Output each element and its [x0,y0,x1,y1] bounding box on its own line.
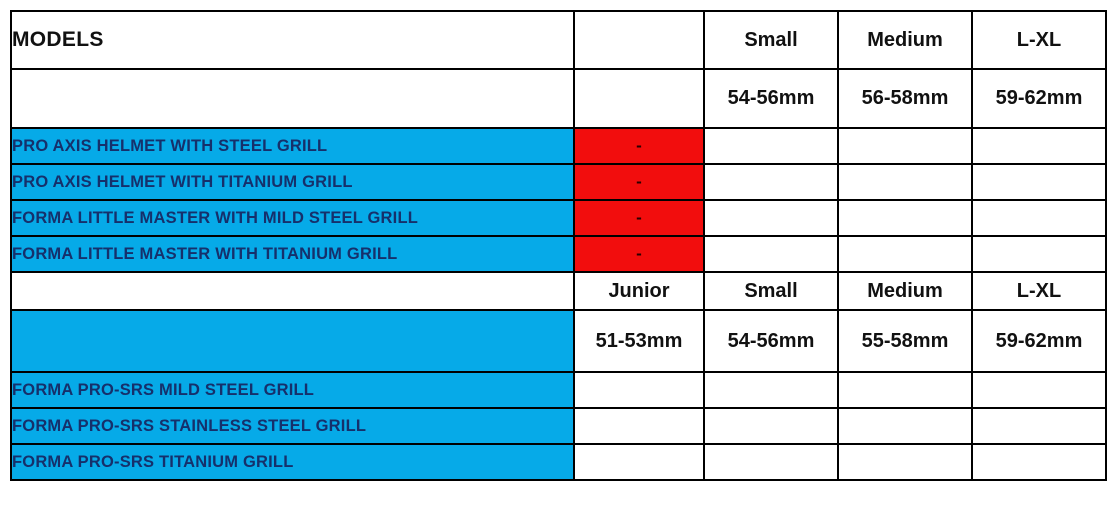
availability-cell-junior: - [573,235,705,273]
availability-cell-medium [837,235,973,273]
table-row: FORMA PRO-SRS TITANIUM GRILL [10,443,1107,481]
availability-cell-lxl [971,127,1107,165]
header-cell-lxl-s1: L-XL [971,10,1107,70]
availability-cell-small [703,199,839,237]
range-cell-medium-s1: 56-58mm [837,68,973,129]
availability-cell-junior [573,407,705,445]
table-row: PRO AXIS HELMET WITH STEEL GRILL - [10,127,1107,165]
table-row: PRO AXIS HELMET WITH TITANIUM GRILL - [10,163,1107,201]
helmet-sizing-chart: MODELS Small Medium L-XL 54-56mm 56-58mm… [10,10,1107,481]
availability-cell-medium [837,443,973,481]
availability-cell-small [703,407,839,445]
availability-cell-medium [837,163,973,201]
availability-cell-junior: - [573,163,705,201]
availability-cell-junior [573,371,705,409]
model-name-cell: FORMA PRO-SRS STAINLESS STEEL GRILL [10,407,575,445]
model-name-cell: FORMA PRO-SRS MILD STEEL GRILL [10,371,575,409]
availability-cell-small [703,235,839,273]
range-cell-small-s2: 54-56mm [703,309,839,373]
availability-cell-small [703,163,839,201]
model-name-cell: PRO AXIS HELMET WITH TITANIUM GRILL [10,163,575,201]
availability-cell-junior: - [573,199,705,237]
availability-cell-junior [573,443,705,481]
table-row: FORMA PRO-SRS STAINLESS STEEL GRILL [10,407,1107,445]
table-row: FORMA PRO-SRS MILD STEEL GRILL [10,371,1107,409]
availability-cell-medium [837,199,973,237]
availability-cell-lxl [971,407,1107,445]
header-cell-small-s2: Small [703,271,839,311]
availability-cell-lxl [971,199,1107,237]
table-range-row-s1: 54-56mm 56-58mm 59-62mm [10,68,1107,129]
range-cell-model-s1 [10,68,575,129]
header-cell-medium-s1: Medium [837,10,973,70]
model-name-cell: FORMA LITTLE MASTER WITH MILD STEEL GRIL… [10,199,575,237]
model-name-cell: FORMA LITTLE MASTER WITH TITANIUM GRILL [10,235,575,273]
page-title: MODELS [10,10,575,70]
range-cell-lxl-s2: 59-62mm [971,309,1107,373]
range-cell-model-s2 [10,309,575,373]
availability-cell-lxl [971,163,1107,201]
range-cell-lxl-s1: 59-62mm [971,68,1107,129]
range-cell-junior-s1 [573,68,705,129]
table-range-row-s2: 51-53mm 54-56mm 55-58mm 59-62mm [10,309,1107,373]
header-cell-model-s2 [10,271,575,311]
availability-cell-lxl [971,443,1107,481]
range-cell-junior-s2: 51-53mm [573,309,705,373]
header-cell-small-s1: Small [703,10,839,70]
table-row: FORMA LITTLE MASTER WITH TITANIUM GRILL … [10,235,1107,273]
table-header-row-sizes-s2: Junior Small Medium L-XL [10,271,1107,311]
availability-cell-lxl [971,235,1107,273]
availability-cell-medium [837,371,973,409]
range-cell-small-s1: 54-56mm [703,68,839,129]
availability-cell-small [703,443,839,481]
availability-cell-small [703,371,839,409]
availability-cell-junior: - [573,127,705,165]
header-cell-medium-s2: Medium [837,271,973,311]
model-name-cell: FORMA PRO-SRS TITANIUM GRILL [10,443,575,481]
table-header-row-models: MODELS Small Medium L-XL [10,10,1107,70]
availability-cell-medium [837,407,973,445]
availability-cell-small [703,127,839,165]
range-cell-medium-s2: 55-58mm [837,309,973,373]
header-cell-junior-s2: Junior [573,271,705,311]
header-cell-lxl-s2: L-XL [971,271,1107,311]
model-name-cell: PRO AXIS HELMET WITH STEEL GRILL [10,127,575,165]
sizing-table: MODELS Small Medium L-XL 54-56mm 56-58mm… [10,10,1107,481]
table-row: FORMA LITTLE MASTER WITH MILD STEEL GRIL… [10,199,1107,237]
availability-cell-medium [837,127,973,165]
availability-cell-lxl [971,371,1107,409]
header-cell-junior-s1 [573,10,705,70]
